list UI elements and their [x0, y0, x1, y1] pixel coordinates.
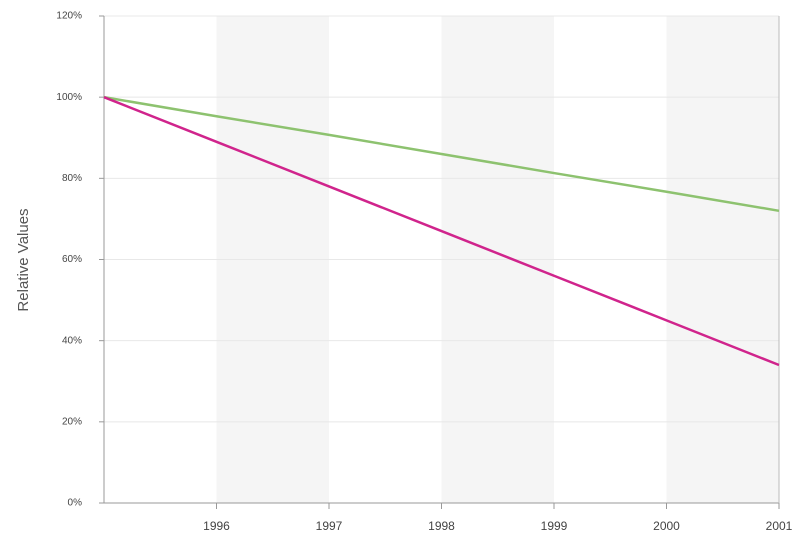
y-tick-label: 0% [68, 498, 83, 509]
series-line [103, 95, 780, 213]
x-tick-label: 1997 [316, 519, 343, 533]
series-line [103, 96, 780, 367]
y-tick-label: 40% [62, 335, 82, 346]
x-tick-label: 2000 [653, 519, 680, 533]
x-tick-label: 1998 [428, 519, 455, 533]
y-tick-label: 120% [56, 11, 82, 22]
x-tick-label: 1999 [541, 519, 568, 533]
x-tick-label: 1996 [203, 519, 230, 533]
y-tick-label: 20% [62, 416, 82, 427]
x-tick-label: 2001 [766, 519, 793, 533]
y-tick-label: 80% [62, 173, 82, 184]
y-tick-label: 60% [62, 254, 82, 265]
y-tick-label: 100% [56, 92, 82, 103]
y-axis-label: Relative Values [15, 208, 32, 311]
